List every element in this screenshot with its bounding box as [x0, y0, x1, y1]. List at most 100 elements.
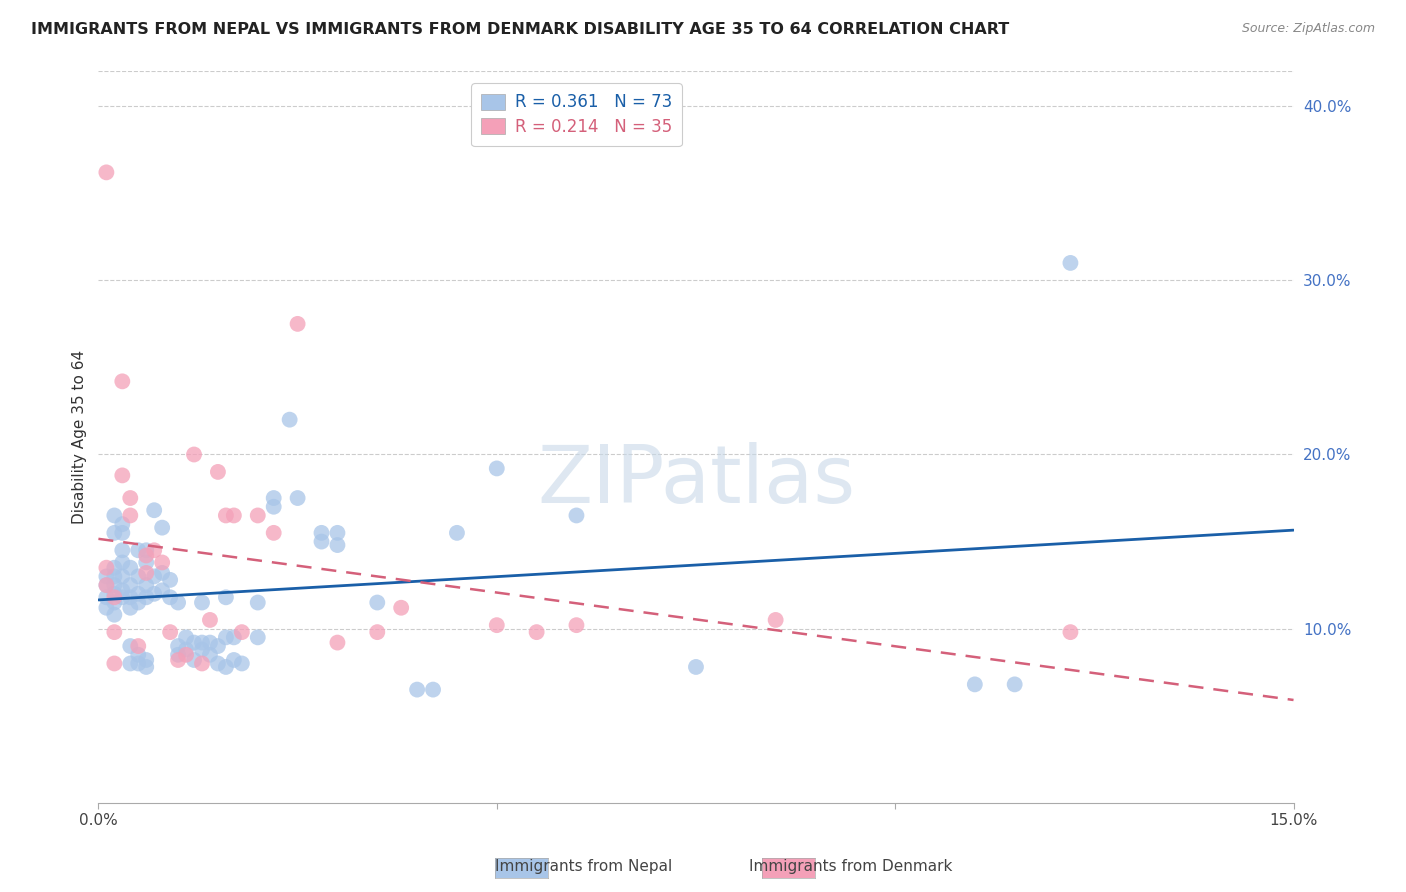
Point	[103, 508, 125, 523]
Point	[263, 500, 285, 514]
Point	[103, 625, 125, 640]
Text: IMMIGRANTS FROM NEPAL VS IMMIGRANTS FROM DENMARK DISABILITY AGE 35 TO 64 CORRELA: IMMIGRANTS FROM NEPAL VS IMMIGRANTS FROM…	[31, 22, 1010, 37]
Point	[103, 657, 125, 671]
Point	[96, 578, 118, 592]
Text: ZIPatlas: ZIPatlas	[537, 442, 855, 520]
Point	[183, 448, 205, 462]
Point	[167, 648, 190, 662]
Point	[111, 468, 134, 483]
Point	[135, 566, 157, 580]
Point	[143, 503, 166, 517]
Point	[278, 412, 301, 426]
Point	[263, 491, 285, 505]
Point	[103, 591, 125, 605]
Point	[111, 583, 134, 598]
Point	[765, 613, 787, 627]
Point	[222, 631, 245, 645]
Point	[174, 648, 197, 662]
Point	[120, 578, 142, 592]
Point	[150, 583, 173, 598]
Point	[207, 465, 229, 479]
Point	[311, 534, 333, 549]
Point	[1059, 256, 1081, 270]
Point	[287, 491, 309, 505]
Point	[422, 682, 444, 697]
Point	[215, 591, 238, 605]
Point	[215, 631, 238, 645]
Point	[120, 560, 142, 574]
Text: Immigrants from Denmark: Immigrants from Denmark	[749, 859, 952, 873]
Point	[198, 613, 221, 627]
Point	[159, 625, 181, 640]
Point	[326, 525, 349, 540]
Point	[135, 591, 157, 605]
Point	[183, 653, 205, 667]
Point	[207, 639, 229, 653]
Point	[215, 660, 238, 674]
Point	[526, 625, 548, 640]
Point	[111, 375, 134, 389]
Point	[565, 508, 588, 523]
Point	[135, 543, 157, 558]
Point	[246, 595, 269, 609]
Point	[191, 642, 214, 657]
Point	[174, 631, 197, 645]
Point	[127, 543, 149, 558]
Point	[96, 569, 118, 583]
Point	[191, 595, 214, 609]
Point	[120, 657, 142, 671]
Point	[191, 657, 214, 671]
Point	[143, 543, 166, 558]
Point	[96, 560, 118, 574]
Point	[103, 587, 125, 601]
Point	[215, 508, 238, 523]
Point	[127, 657, 149, 671]
Point	[231, 625, 253, 640]
Point	[1004, 677, 1026, 691]
Point	[191, 635, 214, 649]
Point	[96, 591, 118, 605]
Legend: R = 0.361   N = 73, R = 0.214   N = 35: R = 0.361 N = 73, R = 0.214 N = 35	[471, 83, 682, 146]
Point	[406, 682, 429, 697]
Point	[111, 591, 134, 605]
Point	[246, 631, 269, 645]
Point	[96, 578, 118, 592]
Point	[103, 578, 125, 592]
Text: Immigrants from Nepal: Immigrants from Nepal	[495, 859, 672, 873]
Point	[135, 660, 157, 674]
Point	[96, 600, 118, 615]
Point	[246, 508, 269, 523]
Point	[366, 595, 388, 609]
Point	[485, 461, 508, 475]
Point	[198, 635, 221, 649]
Point	[111, 525, 134, 540]
Point	[167, 595, 190, 609]
Point	[446, 525, 468, 540]
Point	[167, 639, 190, 653]
Point	[111, 556, 134, 570]
Point	[127, 648, 149, 662]
Point	[150, 566, 173, 580]
Point	[103, 560, 125, 574]
Point	[685, 660, 707, 674]
Point	[198, 648, 221, 662]
Point	[143, 569, 166, 583]
Point	[565, 618, 588, 632]
Point	[174, 642, 197, 657]
Point	[207, 657, 229, 671]
Point	[231, 657, 253, 671]
Point	[222, 653, 245, 667]
Point	[103, 525, 125, 540]
Point	[103, 595, 125, 609]
Point	[311, 525, 333, 540]
Point	[263, 525, 285, 540]
Point	[135, 653, 157, 667]
Point	[326, 635, 349, 649]
Point	[150, 556, 173, 570]
Point	[167, 653, 190, 667]
Point	[120, 600, 142, 615]
Point	[111, 569, 134, 583]
Point	[150, 521, 173, 535]
Point	[222, 508, 245, 523]
Point	[963, 677, 986, 691]
